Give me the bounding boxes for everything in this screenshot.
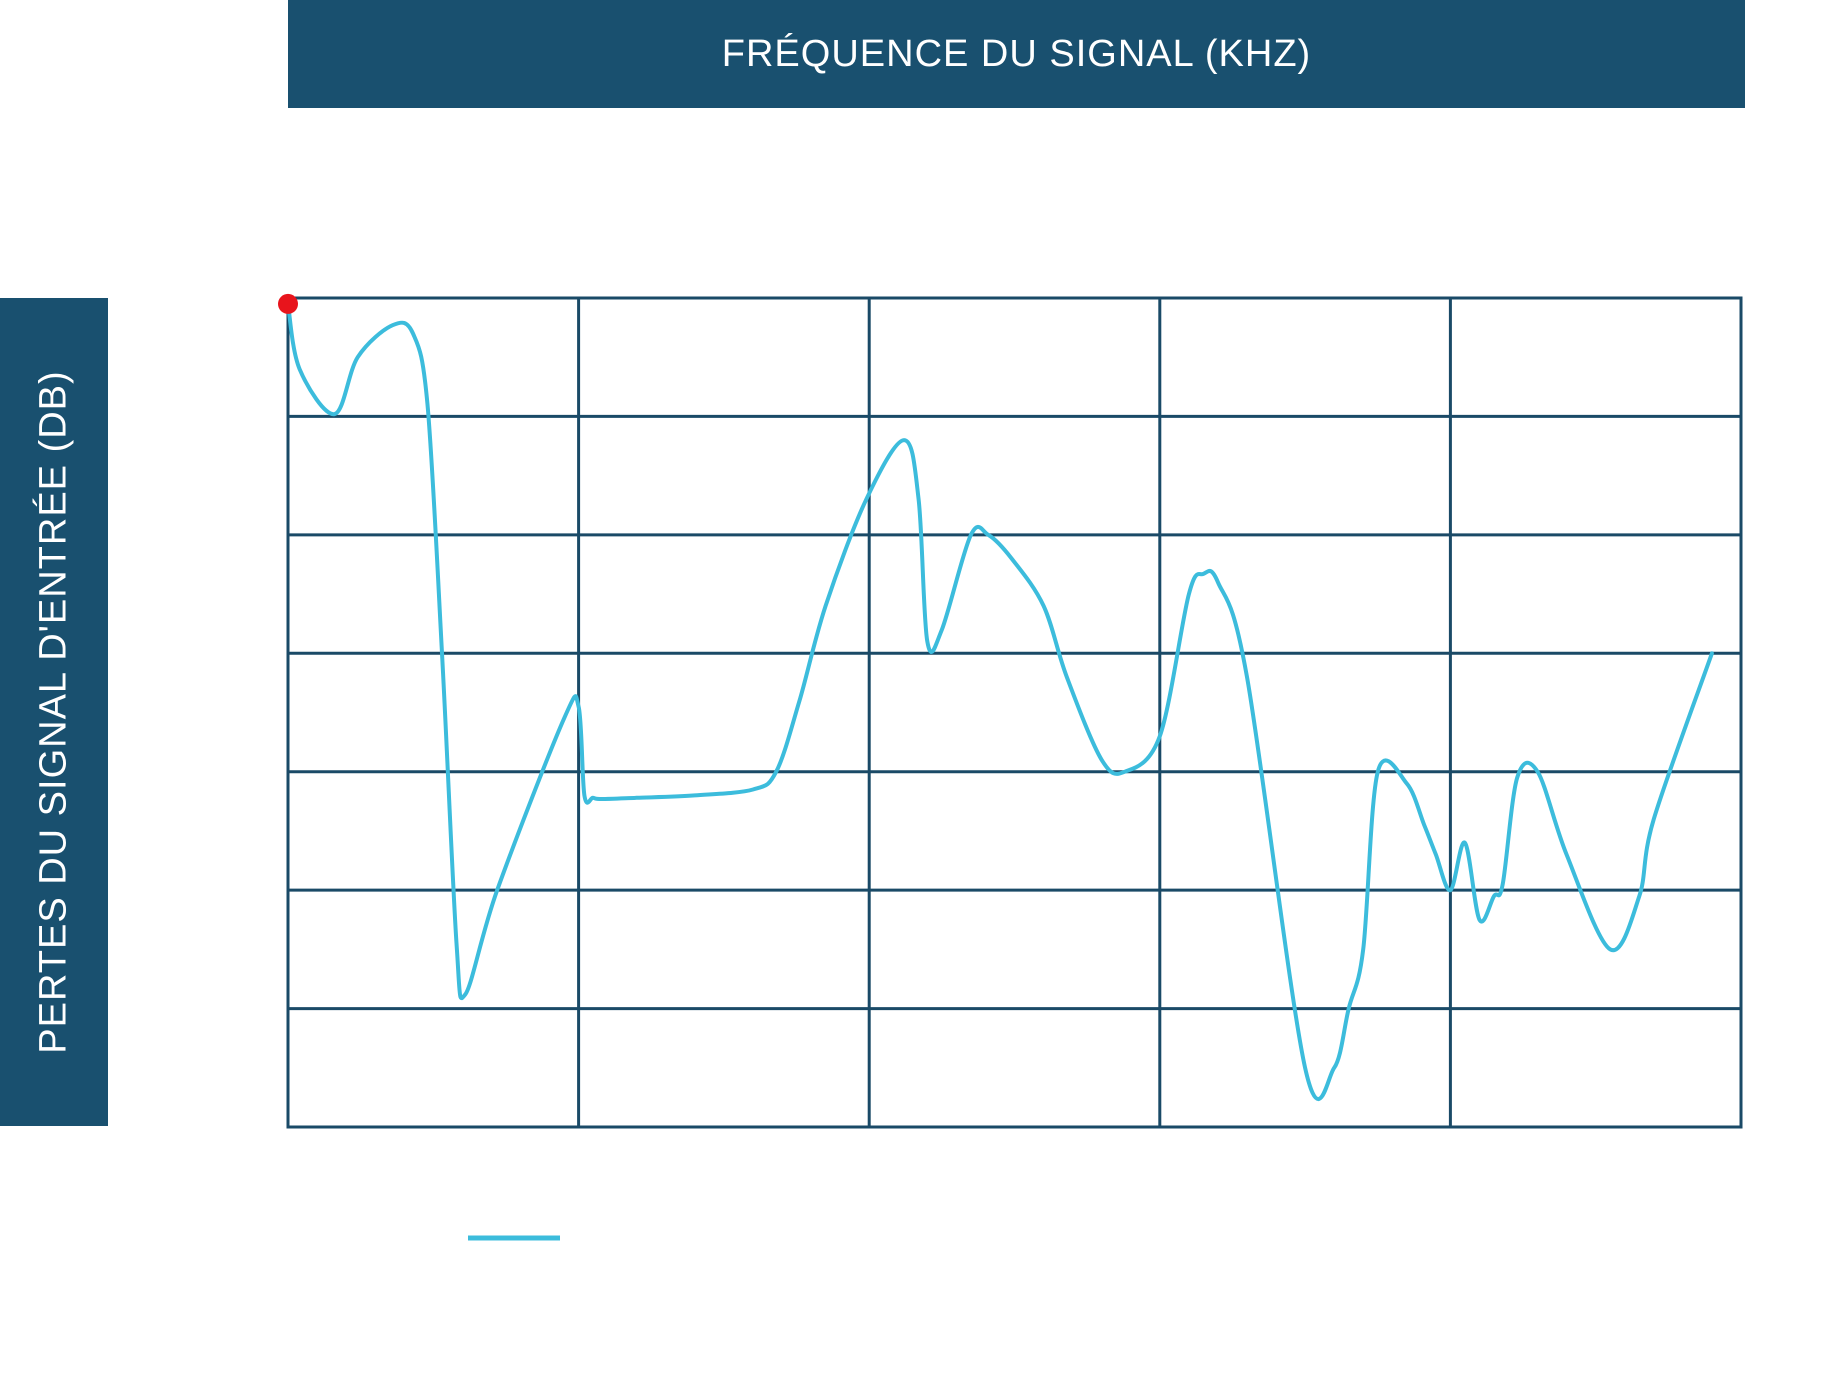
plot-frame — [286, 296, 1743, 1129]
chart-grid — [286, 296, 1743, 1129]
series-line — [286, 301, 1714, 1101]
y-axis-label-box: PERTES DU SIGNAL D'ENTRÉE (DB) — [0, 298, 108, 1126]
chart-series — [278, 293, 1714, 1101]
series-start-marker — [278, 293, 298, 314]
x-axis-label: FRÉQUENCE DU SIGNAL (KHZ) — [288, 0, 1745, 108]
